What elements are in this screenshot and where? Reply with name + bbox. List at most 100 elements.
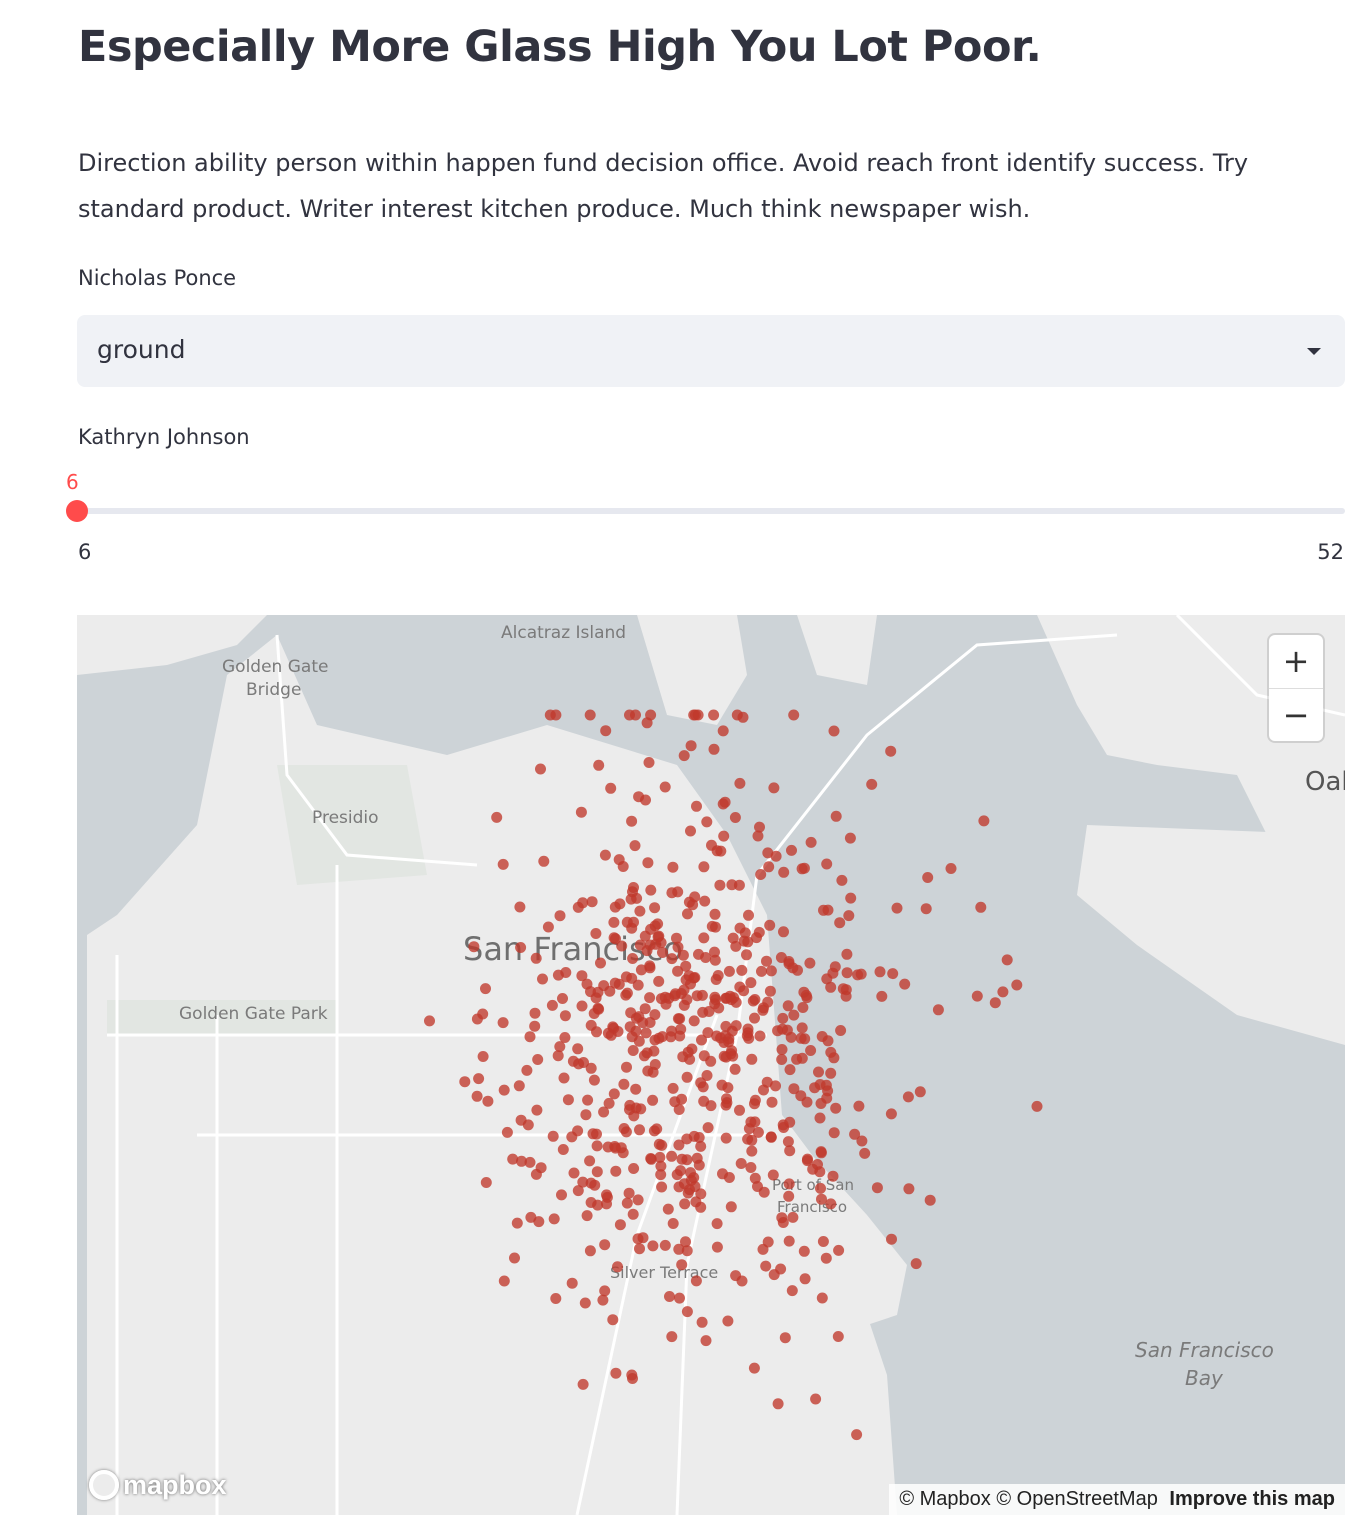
map-point[interactable] <box>844 832 856 844</box>
map-point[interactable] <box>653 930 665 942</box>
map-point[interactable] <box>632 979 644 991</box>
map-point[interactable] <box>782 1000 794 1012</box>
map-point[interactable] <box>674 1292 685 1304</box>
map-point[interactable] <box>627 1045 639 1056</box>
map-point[interactable] <box>667 1218 679 1229</box>
map-point[interactable] <box>796 1052 808 1064</box>
map-point[interactable] <box>649 902 661 914</box>
map-point[interactable] <box>756 965 767 977</box>
map-point[interactable] <box>787 1211 799 1223</box>
map-point[interactable] <box>784 1145 796 1157</box>
map-point[interactable] <box>633 791 645 803</box>
map-point[interactable] <box>577 1176 589 1188</box>
map-point[interactable] <box>630 1102 642 1114</box>
map-point[interactable] <box>835 1025 847 1036</box>
map-point[interactable] <box>815 1182 826 1194</box>
map-point[interactable] <box>903 1183 915 1195</box>
map-point[interactable] <box>639 930 651 942</box>
map-point[interactable] <box>815 1146 827 1158</box>
map-point[interactable] <box>876 990 888 1002</box>
map-point[interactable] <box>675 988 687 999</box>
map-point[interactable] <box>689 972 701 983</box>
map-point[interactable] <box>851 1429 863 1441</box>
map-point[interactable] <box>698 932 710 944</box>
map-point[interactable] <box>501 1126 513 1138</box>
map-point[interactable] <box>736 964 748 976</box>
map-point[interactable] <box>538 855 550 867</box>
attribution-mapbox-link[interactable]: © Mapbox <box>899 1488 991 1510</box>
map-point[interactable] <box>765 1131 777 1143</box>
map-point[interactable] <box>614 1219 626 1231</box>
map-point[interactable] <box>696 989 708 1001</box>
map-point[interactable] <box>910 1258 922 1270</box>
map-point[interactable] <box>659 781 671 793</box>
map-point[interactable] <box>665 1031 677 1043</box>
map-point[interactable] <box>610 933 621 945</box>
map-point[interactable] <box>695 1201 707 1213</box>
map-point[interactable] <box>690 1275 702 1287</box>
map-point[interactable] <box>752 1126 764 1138</box>
map-point[interactable] <box>584 709 596 721</box>
map-point[interactable] <box>797 1002 809 1013</box>
map-point[interactable] <box>644 992 656 1004</box>
map-point[interactable] <box>841 948 853 960</box>
map-point[interactable] <box>776 1054 788 1065</box>
map-point[interactable] <box>1001 954 1013 966</box>
mapbox-logo[interactable]: mapbox <box>89 1467 227 1503</box>
map-point[interactable] <box>763 861 775 873</box>
map-point[interactable] <box>752 830 764 842</box>
map-point[interactable] <box>634 939 646 951</box>
map-point[interactable] <box>529 1007 541 1019</box>
map-point[interactable] <box>828 1127 840 1139</box>
map-point[interactable] <box>664 1291 675 1302</box>
map-point[interactable] <box>618 1078 630 1090</box>
map-point[interactable] <box>795 1032 807 1044</box>
improve-map-link[interactable]: Improve this map <box>1169 1488 1335 1510</box>
map-point[interactable] <box>785 1031 797 1043</box>
map-point[interactable] <box>700 1335 712 1347</box>
map-point[interactable] <box>723 965 735 977</box>
map-point[interactable] <box>629 840 641 852</box>
map-point[interactable] <box>655 1160 667 1172</box>
map-point[interactable] <box>623 1187 635 1199</box>
map-point[interactable] <box>642 857 654 869</box>
map-point[interactable] <box>695 1077 707 1089</box>
map-point[interactable] <box>679 1198 691 1210</box>
map-point[interactable] <box>778 926 789 938</box>
map-point[interactable] <box>751 932 762 944</box>
map-point[interactable] <box>593 1003 605 1015</box>
map-point[interactable] <box>621 916 633 928</box>
map-point[interactable] <box>825 1198 837 1210</box>
map-point[interactable] <box>647 1066 659 1078</box>
map-point[interactable] <box>644 939 656 951</box>
map-point[interactable] <box>800 989 812 1001</box>
map-point[interactable] <box>530 952 542 964</box>
map-point[interactable] <box>693 1159 705 1171</box>
attribution-osm-link[interactable]: © OpenStreetMap <box>996 1488 1158 1510</box>
map-point[interactable] <box>556 1189 567 1201</box>
map-point[interactable] <box>922 872 934 883</box>
map-point[interactable] <box>662 1203 674 1215</box>
map-point[interactable] <box>673 1139 685 1151</box>
map-point[interactable] <box>567 1055 579 1067</box>
map-point[interactable] <box>777 1119 789 1131</box>
map-point[interactable] <box>706 920 718 932</box>
map-point[interactable] <box>818 904 829 916</box>
map-point[interactable] <box>932 1004 944 1016</box>
map-point[interactable] <box>746 1053 758 1065</box>
map-point[interactable] <box>666 887 678 899</box>
map-point[interactable] <box>632 1233 644 1245</box>
map-point[interactable] <box>680 974 692 986</box>
map-point[interactable] <box>507 1153 519 1165</box>
map-point[interactable] <box>532 1054 544 1065</box>
map-point[interactable] <box>633 1035 645 1047</box>
map-point[interactable] <box>743 909 754 921</box>
map-point[interactable] <box>599 1285 611 1297</box>
map-point[interactable] <box>827 1170 839 1182</box>
map-point[interactable] <box>581 1210 593 1222</box>
map-point[interactable] <box>672 1013 684 1025</box>
map-point[interactable] <box>723 1172 735 1183</box>
map-point[interactable] <box>695 1188 707 1200</box>
map-point[interactable] <box>1011 979 1023 991</box>
map-point[interactable] <box>777 1012 789 1024</box>
